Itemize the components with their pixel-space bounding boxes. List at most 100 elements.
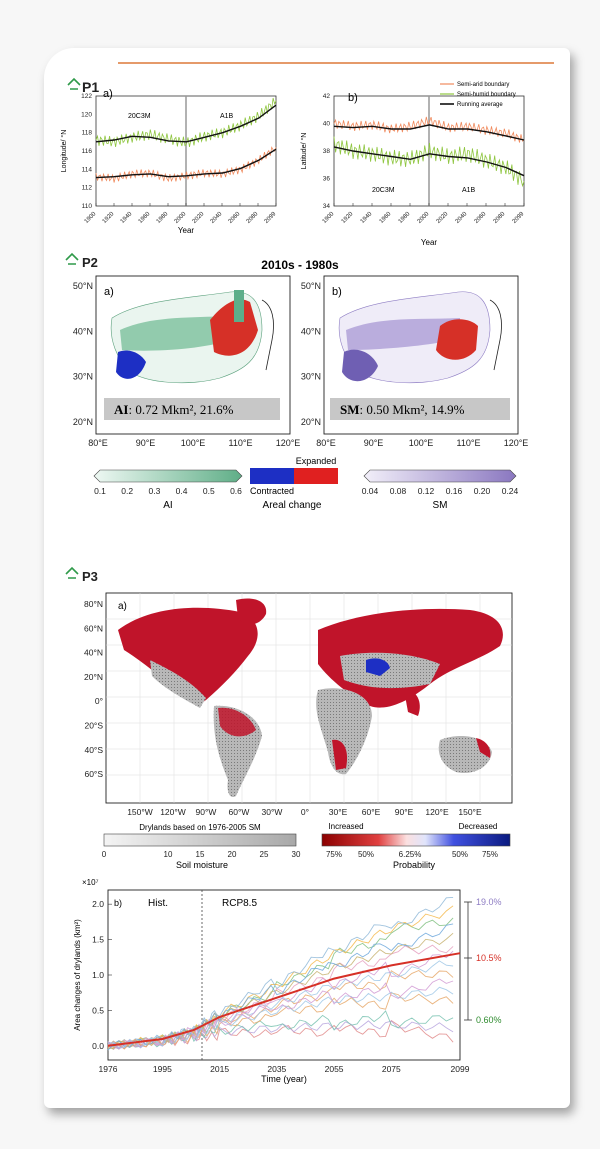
decreased-label: Decreased (459, 822, 498, 831)
lat-label: 40°N (301, 326, 321, 336)
series-line-0 (95, 97, 277, 147)
lat-label: 20°N (301, 417, 321, 427)
tick-label: 0.0 (92, 1041, 104, 1051)
lon-label: 120°E (504, 438, 529, 448)
colorbar-tick: 0.20 (474, 486, 491, 496)
lat-label: 20°N (84, 672, 103, 682)
p3-world-map: a) 80°N60°N40°N20°N0°20°S40°S60°S 150°W 1… (84, 592, 513, 817)
tick-label: 2035 (267, 1064, 286, 1074)
tick-label: 2.0 (92, 899, 104, 909)
colorbar-tick: 0.3 (148, 486, 160, 496)
probability-label: Probability (393, 860, 436, 870)
lon-label: 120°E (276, 438, 301, 448)
lat-label: 40°S (84, 745, 103, 755)
lon-label: 60°E (362, 807, 381, 817)
coastline-b (489, 299, 502, 371)
pct-high: 19.0% (476, 897, 502, 907)
colorbar-tick: 20 (228, 850, 237, 859)
tick-label: 1900 (84, 211, 98, 225)
lon-label: 120°W (160, 807, 186, 817)
lon-label: 100°E (409, 438, 434, 448)
p1b-era1: 20C3M (372, 187, 395, 194)
p2-map-b-tag: b) (332, 286, 342, 298)
ts-xlabel: Time (year) (261, 1074, 307, 1084)
p3-section: P3 a) 80°N 60°N 40°N 20°N 0 (65, 566, 513, 1084)
tick-label: 2099 (451, 1064, 470, 1074)
legend-running-average: Running average (457, 102, 503, 108)
tick-label: 0.5 (92, 1005, 104, 1015)
ai-stat-box (104, 398, 280, 420)
lon-label: 150°W (127, 807, 153, 817)
tick-label: 2060 (228, 211, 242, 225)
p1a-yticks: 110 112 114 116 118 120 122 (81, 93, 92, 210)
coastline-a (261, 299, 274, 371)
colorbar-tick: 0.6 (230, 486, 242, 496)
legend-semi-humid: Semi-humid boundary (457, 92, 516, 98)
north-america (118, 607, 258, 704)
tick-label: 2000 (174, 211, 188, 225)
p2-title: 2010s - 1980s (261, 258, 339, 272)
ts-series (107, 896, 461, 1051)
p3-lon-labels: 150°W 120°W 90°W 60°W 30°W 0° 30°E 60°E 90°E 120°… (127, 807, 482, 817)
lon-label: 30°W (262, 807, 283, 817)
p3-map-tag: a) (118, 601, 127, 612)
area-change-colorbar: Expanded Contracted Areal change (250, 456, 338, 511)
pct-mid: 10.5% (476, 953, 502, 963)
ai-ne-strip (234, 290, 244, 322)
colorbar-tick: 50% (452, 850, 468, 859)
contracted-label: Contracted (250, 486, 294, 496)
lat-label: 40°N (84, 648, 103, 658)
tick-label: 36 (323, 176, 331, 183)
p2a-lat-labels: 50°N 40°N 30°N 20°N (73, 281, 93, 427)
recycle-icon (67, 77, 81, 90)
australia-increased (476, 738, 491, 758)
lat-label: 20°S (84, 721, 103, 731)
ensemble-mean-line (107, 952, 461, 1047)
tick-label: 2020 (192, 211, 206, 225)
colorbar-tick: 0.1 (94, 486, 106, 496)
ts-tag: b) (114, 898, 122, 908)
tick-label: 2099 (512, 211, 526, 225)
tick-label: 2000 (417, 211, 431, 225)
tick-label: 2015 (210, 1064, 229, 1074)
colorbar-tick: 0.2 (121, 486, 133, 496)
p2-map-b: b) SM: 0.50 Mkm², 14.9% 50°N 40°N 30°N 20°N… (301, 275, 529, 448)
colorbar-tick: 30 (292, 850, 301, 859)
lon-label: 100°E (181, 438, 206, 448)
p1b-tag: b) (348, 92, 358, 104)
africa-south-increased (332, 739, 348, 770)
ts-exponent: ×10⁷ (82, 878, 99, 887)
p1-label: P1 (82, 79, 99, 95)
sm-stat-text: SM: 0.50 Mkm², 14.9% (340, 402, 465, 417)
ensemble-line (107, 992, 454, 1050)
ai-colorbar: 0.1 0.2 0.3 0.4 0.5 0.6 AI (93, 469, 243, 511)
lon-label: 0° (301, 807, 309, 817)
tick-label: 40 (323, 121, 331, 128)
colorbar-tick: 6.25% (399, 850, 422, 859)
colorbar-tick: 0.16 (446, 486, 463, 496)
dryland-colorbar-title: Drylands based on 1976-2005 SM (139, 823, 261, 832)
sm-dryland-fill (346, 318, 462, 350)
sm-colorbar-label: SM (433, 500, 448, 511)
colorbar-tick: 0.5 (203, 486, 215, 496)
p3-label: P3 (82, 569, 98, 584)
p1a-ylabel: Longitude/ °N (60, 130, 68, 173)
pct-low: 0.60% (476, 1015, 502, 1025)
dryland-colorbar-ticks: 0 10 15 20 25 30 (102, 850, 301, 859)
series-line-1 (95, 104, 277, 143)
tick-label: 2080 (246, 211, 260, 225)
p1a-series (95, 97, 277, 183)
series-line-2 (333, 136, 525, 188)
lat-label: 50°N (73, 281, 93, 291)
rcp-label: RCP8.5 (222, 898, 257, 909)
tick-label: 42 (323, 93, 331, 100)
p1b-ylabel: Latitude/ °N (300, 133, 308, 170)
recycle-icon (65, 252, 79, 265)
tick-label: 1940 (120, 211, 134, 225)
p3-lat-labels: 80°N 60°N 40°N 20°N 0° 20°S 40°S 60°S (84, 599, 103, 779)
sa-increased (218, 707, 256, 737)
increased-label: Increased (328, 822, 363, 831)
p2-label: P2 (82, 255, 98, 270)
colorbar-tick: 0 (102, 850, 107, 859)
colorbar-tick: 50% (358, 850, 374, 859)
